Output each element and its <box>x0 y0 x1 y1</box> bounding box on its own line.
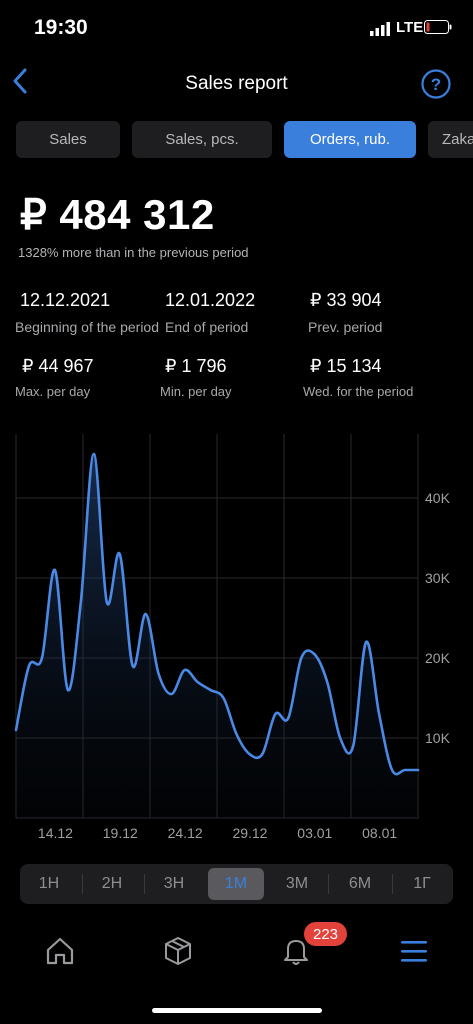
battery-icon <box>424 20 452 34</box>
period-end-label: End of period <box>165 319 249 335</box>
comparison-text: 1328% more than in the previous period <box>18 245 249 260</box>
help-icon[interactable]: ? <box>420 68 452 100</box>
home-icon[interactable] <box>45 935 75 967</box>
box-icon[interactable] <box>163 935 193 967</box>
notification-badge: 223 <box>304 922 348 946</box>
x-tick-label: 14.12 <box>38 825 73 841</box>
x-tick-label: 19.12 <box>103 825 138 841</box>
x-tick-label: 03.01 <box>297 825 332 841</box>
range-1y[interactable]: 1Г <box>413 875 431 892</box>
min-per-day-value: ₽ 1 796 <box>165 356 227 376</box>
range-3m[interactable]: 3М <box>285 875 309 892</box>
chart-line <box>14 452 420 776</box>
menu-icon[interactable] <box>399 935 429 967</box>
max-per-day-value: ₽ 44 967 <box>22 356 94 376</box>
back-chevron-icon[interactable] <box>8 64 32 98</box>
page-title: Sales report <box>185 73 288 94</box>
total-amount: ₽ 484 312 <box>20 191 215 238</box>
max-per-day-label: Max. per day <box>15 384 91 399</box>
prev-period-label: Prev. period <box>308 319 383 335</box>
range-6m[interactable]: 6М <box>348 875 372 892</box>
orders-chart: 10K 20K 30K 40K 14.12 19.12 24.12 29.12 03.01 08… <box>14 434 451 841</box>
svg-text:?: ? <box>431 75 441 94</box>
tab-orders-rub[interactable]: Orders, rub. <box>284 121 416 158</box>
min-per-day-label: Min. per day <box>160 384 232 399</box>
y-tick-label: 40K <box>425 490 451 506</box>
period-end-value: 12.01.2022 <box>165 290 256 310</box>
bell-icon[interactable] <box>281 935 311 967</box>
y-tick-label: 30K <box>425 570 451 586</box>
period-start-label: Beginning of the period <box>15 319 159 335</box>
tab-sales[interactable]: Sales <box>16 121 120 158</box>
x-tick-label: 24.12 <box>168 825 203 841</box>
network-type: LTE <box>396 19 424 36</box>
prev-period-value: ₽ 33 904 <box>310 290 382 310</box>
range-2w[interactable]: 2Н <box>101 875 123 892</box>
y-tick-label: 20K <box>425 650 451 666</box>
home-indicator <box>152 1008 322 1013</box>
tab-sales-pcs[interactable]: Sales, pcs. <box>132 121 272 158</box>
tab-zaka[interactable]: Zaka <box>428 121 473 158</box>
x-tick-label: 29.12 <box>232 825 267 841</box>
period-start-value: 12.12.2021 <box>20 290 111 310</box>
avg-per-period-value: ₽ 15 134 <box>310 356 382 376</box>
y-tick-label: 10K <box>425 730 451 746</box>
status-time: 19:30 <box>34 16 88 39</box>
range-3w[interactable]: 3Н <box>163 875 185 892</box>
range-1w[interactable]: 1Н <box>38 875 60 892</box>
range-1m[interactable]: 1М <box>208 868 264 900</box>
x-tick-label: 08.01 <box>362 825 397 841</box>
chart-area <box>16 454 418 818</box>
avg-per-period-label: Wed. for the period <box>303 384 414 399</box>
range-selector: 1Н 2Н 3Н 1М 3М 6М 1Г <box>20 864 453 904</box>
signal-icon <box>370 22 390 36</box>
